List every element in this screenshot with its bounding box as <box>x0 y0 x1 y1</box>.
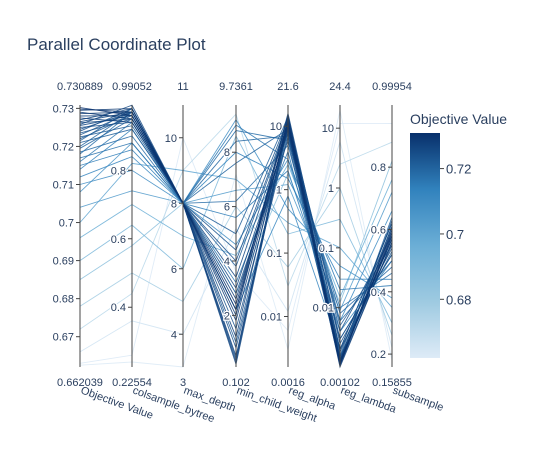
axis-tick-label: 0.8 <box>111 165 126 177</box>
axis-tick-label: 0.69 <box>53 256 74 268</box>
axis-tick-label: 0.01 <box>313 303 334 315</box>
chart-title: Parallel Coordinate Plot <box>27 35 206 54</box>
axis-tick-label: 0.72 <box>53 141 74 153</box>
colorbar-tick-label: 0.68 <box>446 292 471 307</box>
axis-max-label: 0.99954 <box>372 81 412 93</box>
axis-tick-label: 10 <box>322 123 334 135</box>
colorbar-ticks: 0.68 0.7 0.72 <box>440 162 471 307</box>
axis-max-label: 24.4 <box>329 81 350 93</box>
axis-tick-label: 0.67 <box>53 332 74 344</box>
axis-min-label: 3 <box>180 377 186 389</box>
axis-max-label: 0.730889 <box>57 81 103 93</box>
axis-tick-label: 0.4 <box>371 287 386 299</box>
axis-min-label: 0.22554 <box>112 377 152 389</box>
axis-tick-label: 0.73 <box>53 103 74 115</box>
axis-tick-label: 8 <box>171 198 177 210</box>
axis-min-label: 0.102 <box>222 377 250 389</box>
axis-tick-label: 4 <box>224 256 230 268</box>
axis-max-label: 21.6 <box>277 81 298 93</box>
axis-tick-label: 0.1 <box>319 243 334 255</box>
axis-tick-label: 0.1 <box>267 248 282 260</box>
axis-tick-label: 8 <box>224 147 230 159</box>
axis-tick-label: 0.4 <box>111 302 126 314</box>
axis-tick-label: 0.2 <box>371 349 386 361</box>
axis-tick-label: 6 <box>224 202 230 214</box>
axis-tick-label: 0.71 <box>53 179 74 191</box>
axis-tick-label: 1 <box>276 185 282 197</box>
axis-min-label: 0.15855 <box>372 377 412 389</box>
axis-tick-label: 10 <box>165 133 177 145</box>
colorbar-tick-label: 0.7 <box>446 227 464 242</box>
axis-tick-label: 0.68 <box>53 294 74 306</box>
axis-tick-label: 0.7 <box>59 218 74 230</box>
axis-tick-label: 0.01 <box>261 312 282 324</box>
axis-tick-label: 6 <box>171 264 177 276</box>
axis-tick-label: 4 <box>171 329 177 341</box>
colorbar-title: Objective Value <box>410 111 507 127</box>
axis-max-label: 9.7361 <box>219 81 253 93</box>
axis-tick-label: 1 <box>328 183 334 195</box>
axis-tick-label: 0.6 <box>111 234 126 246</box>
axis-max-label: 11 <box>177 81 188 93</box>
colorbar-gradient <box>410 133 440 358</box>
axis-tick-label: 2 <box>224 310 230 322</box>
axis-min-label: 0.662039 <box>57 377 103 389</box>
colorbar-tick-label: 0.72 <box>446 162 471 177</box>
axis-min-label: 0.0016 <box>271 377 305 389</box>
colorbar: Objective Value 0.68 0.7 0.72 <box>410 111 507 358</box>
axis-tick-label: 10 <box>270 121 282 133</box>
axis-max-label: 0.99052 <box>112 81 152 93</box>
axis-min-label: 0.00102 <box>320 377 360 389</box>
axis-tick-label: 0.8 <box>371 162 386 174</box>
axis-tick-label: 0.6 <box>371 224 386 236</box>
